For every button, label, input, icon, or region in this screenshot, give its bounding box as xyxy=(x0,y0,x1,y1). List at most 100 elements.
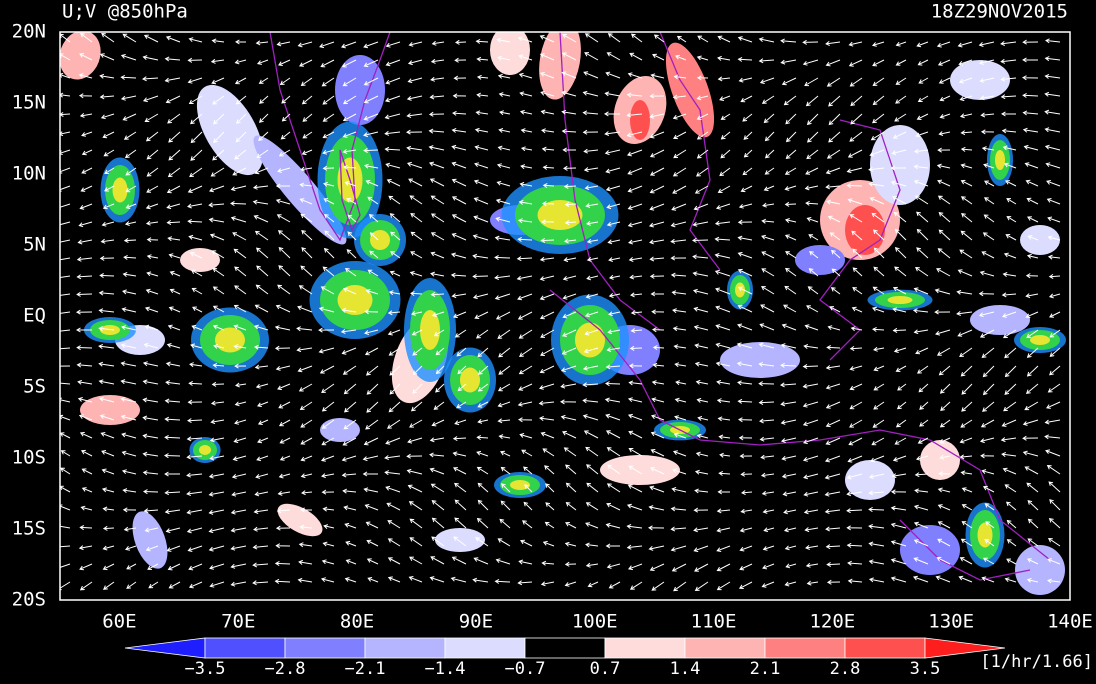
wind-arrow xyxy=(868,541,885,547)
wind-arrow xyxy=(342,131,357,138)
wind-arrow xyxy=(652,327,665,333)
wind-arrow xyxy=(190,343,203,349)
wind-arrow xyxy=(301,247,313,259)
wind-arrow xyxy=(431,499,445,511)
wind-arrow xyxy=(450,576,467,583)
wind-arrow xyxy=(981,469,995,475)
wind-arrow xyxy=(959,437,973,444)
wind-arrow xyxy=(938,471,951,477)
wind-arrow xyxy=(167,113,181,124)
wind-arrow xyxy=(164,453,181,459)
wind-arrow xyxy=(585,502,599,511)
wind-arrow xyxy=(142,95,159,103)
wind-arrow xyxy=(649,131,665,139)
wind-arrow xyxy=(519,433,533,439)
wind-arrow xyxy=(208,185,225,193)
wind-arrow xyxy=(254,230,269,241)
wind-arrow xyxy=(60,563,71,570)
wind-arrow xyxy=(452,436,467,442)
wind-arrow xyxy=(1047,383,1061,393)
wind-arrow xyxy=(298,285,313,295)
wind-arrow xyxy=(895,419,907,428)
wind-arrow xyxy=(120,396,137,403)
wind-arrow xyxy=(784,545,797,551)
wind-arrow xyxy=(454,419,467,426)
wind-arrow xyxy=(388,195,401,205)
wind-arrow xyxy=(1005,180,1017,187)
wind-arrow xyxy=(608,293,621,298)
wind-arrow xyxy=(582,90,599,97)
wind-arrow xyxy=(540,431,555,439)
wind-arrow xyxy=(737,219,753,225)
wind-arrow xyxy=(259,95,269,104)
wind-arrow xyxy=(1004,347,1017,359)
wind-arrow xyxy=(824,509,841,514)
wind-arrow xyxy=(780,382,797,388)
wind-arrow xyxy=(186,454,203,460)
wind-arrow xyxy=(847,560,863,566)
wind-arrow xyxy=(453,311,467,319)
wind-arrow xyxy=(714,236,731,242)
wind-arrow xyxy=(125,185,137,193)
wind-arrow xyxy=(851,306,863,313)
wind-arrow xyxy=(235,39,247,45)
wind-arrow xyxy=(103,581,115,590)
wind-arrow xyxy=(849,131,863,142)
wind-arrow xyxy=(846,473,863,480)
wind-arrow xyxy=(296,326,313,332)
wind-arrow xyxy=(538,383,555,390)
wind-arrow xyxy=(209,563,225,570)
wind-arrow xyxy=(604,91,621,97)
wind-arrow xyxy=(146,237,159,243)
wind-arrow xyxy=(430,232,445,241)
lon-label: 130E xyxy=(928,611,974,633)
wind-arrow xyxy=(517,218,533,224)
wind-arrow xyxy=(715,287,731,295)
wind-arrow xyxy=(673,432,687,439)
wind-arrow xyxy=(935,329,951,336)
wind-arrow xyxy=(672,468,687,475)
wind-arrow xyxy=(1044,109,1061,115)
wind-arrow xyxy=(278,247,291,259)
wind-arrow xyxy=(122,507,137,513)
wind-arrow xyxy=(846,183,863,189)
wind-arrow xyxy=(410,251,423,259)
wind-arrow xyxy=(230,527,247,533)
wind-arrow xyxy=(519,91,533,97)
wind-arrow xyxy=(343,505,357,511)
wind-arrow xyxy=(806,580,819,586)
wind-arrow xyxy=(960,538,973,547)
wind-arrow xyxy=(584,329,599,336)
wind-arrow xyxy=(939,437,951,444)
wind-arrow xyxy=(738,77,753,83)
wind-arrow xyxy=(961,401,973,412)
wind-arrow xyxy=(60,414,71,421)
wind-arrow xyxy=(517,401,533,407)
wind-arrow xyxy=(627,484,643,493)
coastline xyxy=(549,289,821,446)
wind-arrow xyxy=(323,214,335,223)
wind-arrow xyxy=(343,419,357,430)
wind-arrow xyxy=(1048,517,1061,529)
wind-arrow xyxy=(99,73,115,79)
wind-arrow xyxy=(564,541,577,547)
wind-arrow xyxy=(258,131,269,142)
wind-arrow xyxy=(1044,419,1061,425)
wind-arrow xyxy=(760,286,775,295)
wind-arrow xyxy=(649,485,665,493)
wind-arrow xyxy=(76,274,93,280)
wind-arrow xyxy=(542,183,555,189)
wind-arrow xyxy=(101,450,115,457)
wind-arrow xyxy=(672,167,687,177)
wind-arrow xyxy=(364,309,379,315)
coastline xyxy=(659,32,721,271)
wind-arrow xyxy=(541,219,555,225)
wind-arrow xyxy=(320,59,335,68)
wind-arrow xyxy=(211,381,225,387)
wind-arrow xyxy=(368,213,379,223)
wind-arrow xyxy=(538,400,555,406)
precip-area xyxy=(887,296,913,304)
wind-arrow xyxy=(123,131,137,140)
wind-arrow xyxy=(675,54,687,61)
